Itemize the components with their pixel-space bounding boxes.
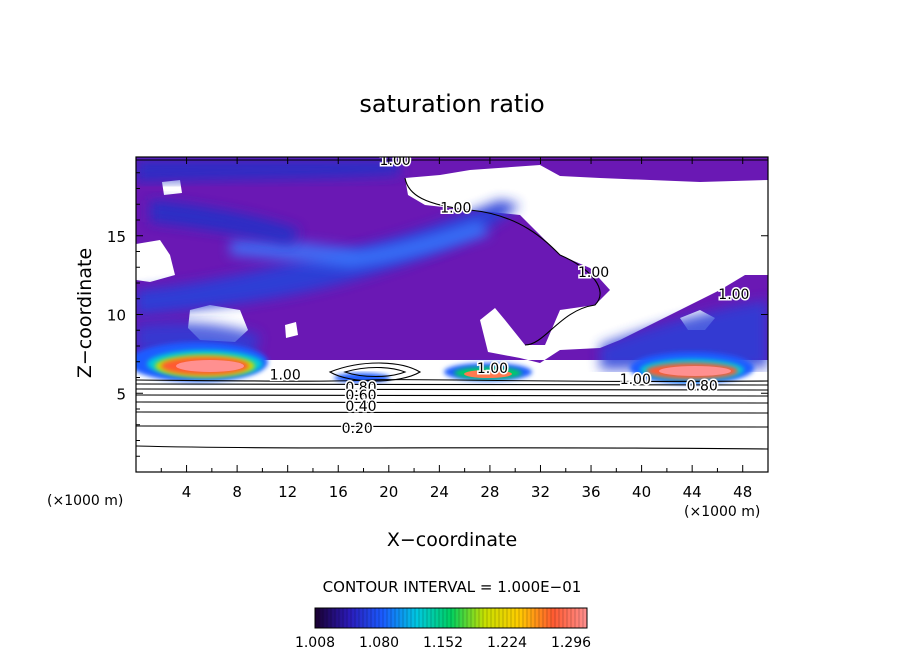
cloud-core-left — [136, 342, 268, 382]
contour-line — [328, 362, 422, 382]
colorbar-tick-label: 1.296 — [551, 635, 591, 651]
contour-label: 1.00 — [578, 265, 609, 281]
x-tick-label: 4 — [182, 483, 192, 501]
y-axis-label: Z−coordinate — [74, 248, 96, 378]
x-tick-label: 16 — [329, 483, 348, 501]
x-tick-label: 40 — [632, 483, 651, 501]
saturation-field-upper — [136, 157, 768, 363]
cloud-core-right — [630, 352, 754, 384]
x-tick-label: 48 — [733, 483, 752, 501]
contour-label: 0.60 — [345, 388, 376, 404]
contour-label: 0.20 — [342, 421, 373, 437]
x-tick-label: 36 — [581, 483, 600, 501]
saturation-band-blue — [230, 220, 490, 268]
contour-line — [136, 383, 768, 386]
colorbar-tick-label: 1.008 — [295, 635, 335, 651]
colorbar-tick-label: 1.224 — [487, 635, 527, 651]
contour-label: 0.80 — [687, 378, 718, 394]
x-tick-label: 44 — [683, 483, 702, 501]
x-tick-label: 20 — [379, 483, 398, 501]
contour-line — [136, 388, 768, 391]
x-axis: 4 8 12 16 20 24 28 32 36 40 44 48 — [160, 157, 752, 501]
contour-label: 1.00 — [440, 200, 471, 216]
colorbar-frame — [314, 607, 588, 629]
clear-air-patch — [285, 322, 298, 338]
y-tick-label: 15 — [107, 228, 126, 246]
colorbar-stripes — [318, 608, 584, 628]
saturation-band-blue — [600, 300, 768, 370]
saturation-band-blue — [136, 160, 400, 182]
x-axis-label: X−coordinate — [387, 529, 517, 551]
contour-label: 0.80 — [345, 380, 376, 396]
plot-area: 1.001.001.001.001.00 1.001.000.80 0.800.60… — [136, 153, 768, 472]
clear-air-patch — [162, 180, 182, 195]
colorbar-fill — [315, 608, 587, 628]
contour-line — [136, 401, 768, 404]
contour-lines — [136, 159, 768, 450]
contour-label: 1.00 — [270, 367, 301, 383]
x-unit-left: (×1000 m) — [47, 493, 123, 509]
saturation-band-blue — [150, 200, 300, 245]
colorbar-ticks: 1.008 1.080 1.152 1.224 1.296 — [295, 635, 591, 651]
contour-line — [136, 445, 768, 450]
contour-line — [136, 394, 768, 397]
contour-label: 1.00 — [477, 361, 508, 377]
x-tick-label: 8 — [232, 483, 242, 501]
contour-label: 1.00 — [620, 372, 651, 388]
contour-label: 1.00 — [380, 153, 411, 169]
contour-label: 0.40 — [345, 399, 376, 415]
x-tick-label: 32 — [531, 483, 550, 501]
y-axis: 5 10 15 — [107, 172, 768, 457]
contour-label: 1.00 — [718, 287, 749, 303]
clear-air-patch — [136, 240, 175, 282]
y-tick-label: 5 — [116, 385, 126, 403]
x-tick-label: 12 — [278, 483, 297, 501]
subsaturated-layer — [136, 372, 768, 472]
clear-air-patch — [660, 205, 768, 292]
x-tick-label: 24 — [430, 483, 449, 501]
contour-line — [136, 378, 768, 383]
contour-interval-note: CONTOUR INTERVAL = 1.000E−01 — [323, 578, 582, 596]
colorbar-tick-label: 1.080 — [359, 635, 399, 651]
x-tick-label: 28 — [480, 483, 499, 501]
colorbar-tick-label: 1.152 — [423, 635, 463, 651]
chart-title: saturation ratio — [359, 90, 544, 118]
y-tick-label: 10 — [107, 307, 126, 325]
contour-line — [404, 177, 601, 346]
contour-line — [136, 411, 768, 414]
colorbar: 1.008 1.080 1.152 1.224 1.296 — [295, 607, 591, 651]
contour-line — [136, 425, 768, 428]
contour-line — [343, 366, 407, 378]
x-unit-right: (×1000 m) — [684, 504, 760, 520]
contour-labels: 1.001.001.001.001.00 1.001.000.80 0.800.60… — [268, 153, 751, 438]
